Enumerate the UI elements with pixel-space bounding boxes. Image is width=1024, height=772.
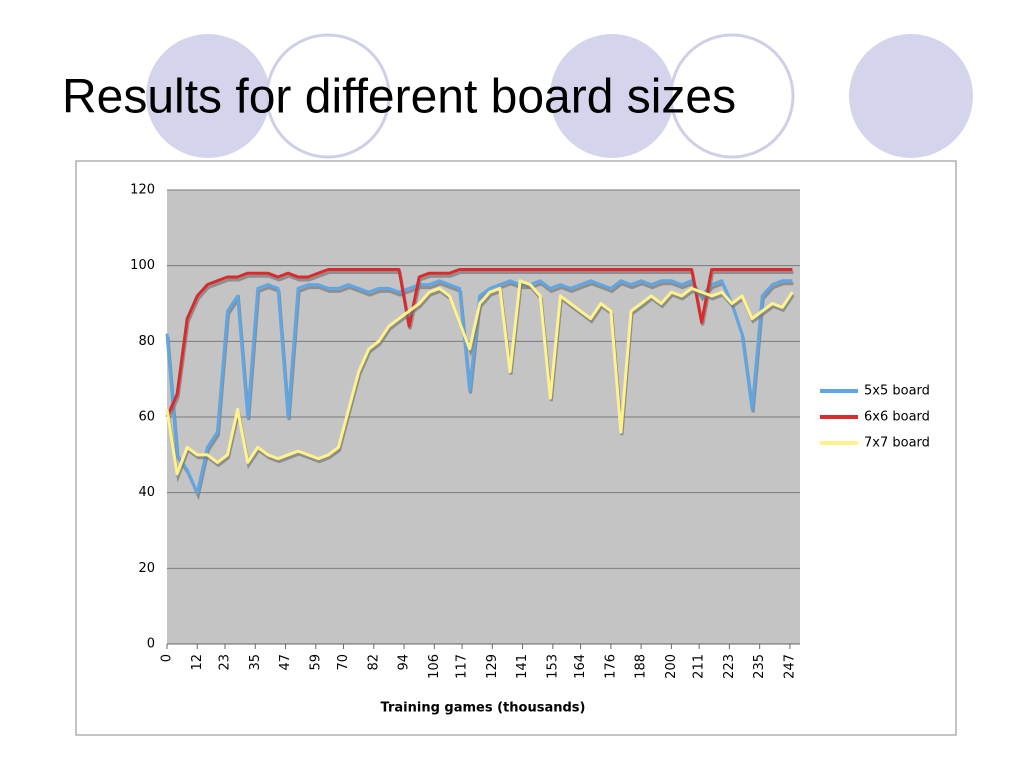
y-tick-label: 60	[138, 410, 155, 425]
series-line	[165, 279, 793, 495]
x-tick-label: 176	[603, 654, 618, 679]
x-axis-title: Training games (thousands)	[381, 701, 586, 716]
x-tick-label: 200	[664, 654, 679, 679]
x-tick-label: 129	[485, 654, 500, 679]
y-tick-label: 40	[138, 485, 155, 500]
decor-circle	[669, 33, 795, 159]
shadow	[166, 271, 794, 421]
series-line	[165, 268, 793, 418]
x-tick-label: 235	[752, 654, 767, 679]
decor-circle	[265, 33, 391, 159]
y-tick-label: 20	[138, 561, 155, 576]
legend-label: 6x6 board	[864, 410, 930, 425]
y-tick-label: 100	[130, 258, 155, 273]
x-tick-label: 59	[308, 654, 323, 671]
x-tick-label: 106	[427, 654, 442, 679]
x-tick-label: 211	[692, 654, 707, 679]
x-tick-label: 94	[397, 654, 412, 671]
y-tick-label: 0	[147, 637, 155, 652]
series-line	[165, 279, 794, 476]
x-tick-label: 223	[722, 654, 737, 679]
y-tick-label: 80	[138, 334, 155, 349]
x-tick-label: 164	[573, 654, 588, 679]
x-tick-label: 188	[634, 654, 649, 679]
shadow	[166, 281, 795, 483]
x-tick-label: 35	[248, 654, 263, 671]
x-tick-label: 153	[545, 654, 560, 679]
x-tick-label: 82	[366, 654, 381, 671]
x-tick-label: 70	[336, 654, 351, 671]
legend-label: 5x5 board	[864, 384, 930, 399]
x-tick-label: 12	[190, 654, 205, 671]
y-tick-label: 120	[130, 183, 155, 198]
slide-title: Results for different board sizes	[62, 71, 736, 124]
x-tick-label: 47	[278, 654, 293, 671]
x-tick-label: 117	[455, 654, 470, 679]
x-tick-label: 141	[515, 654, 530, 679]
decor-circle	[849, 34, 973, 158]
decor-circle	[550, 34, 674, 158]
decor-circle	[146, 34, 270, 158]
x-tick-label: 247	[782, 654, 797, 679]
x-tick-label: 23	[218, 654, 233, 671]
legend-label: 7x7 board	[864, 436, 930, 451]
x-tick-label: 0	[160, 654, 175, 662]
